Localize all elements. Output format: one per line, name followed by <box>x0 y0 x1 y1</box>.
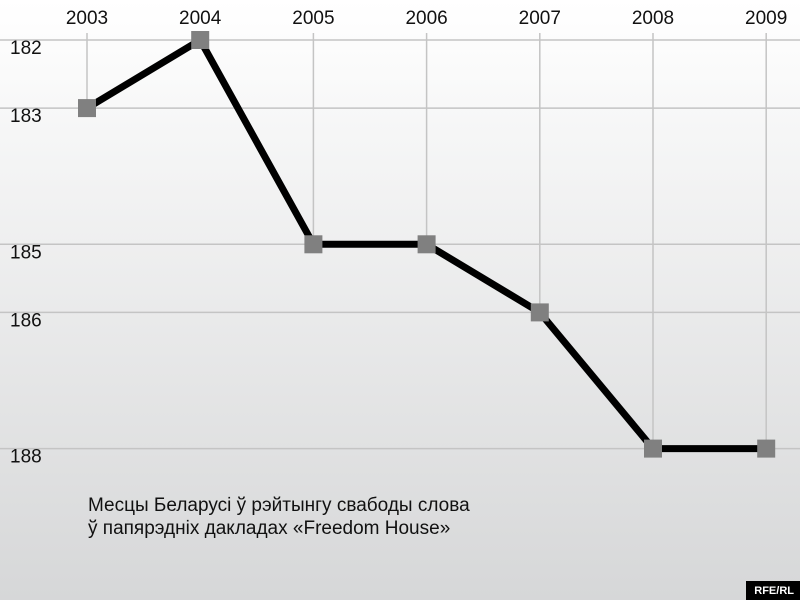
x-tick-label: 2006 <box>405 8 447 29</box>
data-point-marker <box>191 31 210 49</box>
x-tick-label: 2003 <box>66 8 108 29</box>
x-tick-label: 2007 <box>519 8 561 29</box>
data-point-marker <box>644 439 662 458</box>
data-point-marker <box>757 439 776 458</box>
chart-title-line-2: ў папярэдніх дакладах «Freedom House» <box>88 518 451 539</box>
data-point-marker <box>530 303 549 322</box>
y-tick-label: 185 <box>10 242 42 263</box>
y-tick-label: 188 <box>10 447 42 468</box>
x-tick-label: 2008 <box>632 8 674 29</box>
x-tick-label: 2009 <box>745 8 787 29</box>
y-tick-label: 182 <box>10 38 42 59</box>
data-point-marker <box>78 99 96 118</box>
x-tick-label: 2004 <box>179 8 222 29</box>
rferl-logo: RFE/RL <box>746 581 800 600</box>
data-point-marker <box>417 235 436 254</box>
y-tick-label: 183 <box>10 106 42 127</box>
chart-title: Месцы Беларусі ў рэйтынгу свабоды слова … <box>88 494 470 540</box>
data-point-marker <box>304 235 323 254</box>
chart-title-line-1: Месцы Беларусі ў рэйтынгу свабоды слова <box>88 495 470 516</box>
x-tick-label: 2005 <box>292 8 334 29</box>
y-tick-label: 186 <box>10 310 42 331</box>
